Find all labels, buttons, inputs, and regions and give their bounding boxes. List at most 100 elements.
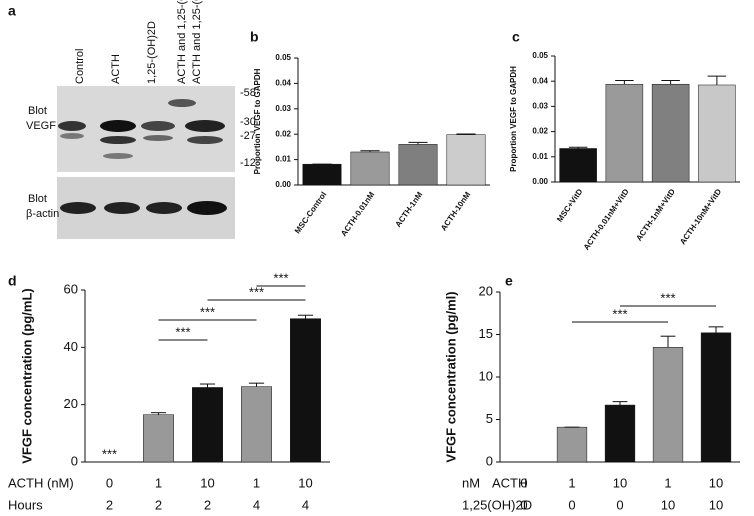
x-tick-label: 0: [520, 475, 527, 490]
bar: [398, 144, 438, 186]
x-tick-label: 10: [613, 475, 627, 490]
significance-label: ***: [660, 290, 675, 305]
y-axis-label: Proportion VEGF to GAPDH: [253, 68, 262, 174]
bar: [556, 426, 588, 463]
significance-label: ***: [102, 446, 117, 461]
y-tick-label: 0.04: [532, 76, 548, 85]
x-tick-label: 2: [204, 497, 211, 512]
y-tick-label: 0.02: [532, 127, 548, 136]
x-tick-label: MSC+VitD: [555, 187, 584, 224]
x-tick-label: 1: [568, 475, 575, 490]
bar: [302, 163, 342, 186]
blot-bands: [58, 99, 227, 215]
significance-label: ***: [612, 306, 627, 321]
y-tick-label: 5: [486, 411, 493, 426]
blot-row-label: β-actin: [26, 208, 59, 220]
bar: [605, 83, 644, 183]
x-tick-label: 0: [520, 497, 527, 512]
y-tick-label: 20: [479, 283, 493, 298]
y-tick-label: 0.05: [275, 53, 291, 62]
bar: [446, 134, 486, 186]
x-tick-label: 1: [155, 475, 162, 490]
significance-label: ***: [200, 304, 215, 319]
x-tick-label: 10: [661, 497, 675, 512]
blot-marker: -58: [240, 87, 256, 99]
blot-marker: -12: [240, 157, 256, 169]
x-tick-label: ACTH-10nM+VitD: [678, 187, 723, 246]
x-tick-label: 10: [709, 497, 723, 512]
blot-panel: a Control ACTH 1,25-(OH)2D ACTH and 1,25…: [8, 0, 256, 239]
blot-column: 1,25-(OH)2D: [146, 21, 158, 84]
panel-label: c: [512, 29, 520, 45]
significance-label: ***: [175, 324, 190, 339]
x-tick-label: 0: [106, 475, 113, 490]
y-tick-label: 0: [71, 453, 78, 468]
x-tick-label: 2: [106, 497, 113, 512]
blot-column: ACTH: [110, 54, 122, 84]
y-tick-label: 0.03: [532, 102, 548, 111]
row-label: ACTH: [492, 475, 527, 490]
bar: [651, 83, 690, 183]
blot-row-label: VEGF: [26, 120, 56, 132]
bar: [698, 84, 736, 183]
blot-marker: -30: [240, 116, 256, 128]
x-tick-label: 10: [298, 475, 312, 490]
panel-label: e: [505, 273, 513, 289]
y-tick-label: 20: [64, 396, 78, 411]
y-tick-label: 0: [486, 453, 493, 468]
panel-label: a: [8, 3, 16, 19]
y-tick-label: 0.01: [532, 152, 548, 161]
unit-label: nM: [462, 475, 480, 490]
y-axis-label: Proportion VEGF to GAPDH: [509, 66, 518, 172]
x-tick-label: 0: [568, 497, 575, 512]
blot-column: ACTH and 1,25-(OH)2D: [176, 0, 188, 84]
blot-marker: -27: [240, 130, 256, 142]
x-tick-label: 10: [200, 475, 214, 490]
bar: [604, 404, 636, 463]
blot-column: Control: [74, 49, 86, 84]
y-tick-label: 40: [64, 339, 78, 354]
x-tick-label: 4: [302, 497, 309, 512]
significance-label: ***: [273, 270, 288, 285]
row-label: 1,25(OH)2D: [462, 497, 532, 512]
x-tick-label: 2: [155, 497, 162, 512]
x-tick-label: ACTH-1nM+VitD: [634, 187, 677, 243]
x-tick-label: ACTH-1nM: [394, 190, 425, 229]
y-tick-label: 0.02: [275, 129, 291, 138]
y-axis-label: VFGF concentration (pg/ml): [443, 291, 458, 462]
y-tick-label: 0.01: [275, 155, 291, 164]
blot-row-label: Blot: [28, 105, 47, 117]
y-tick-label: 60: [64, 281, 78, 296]
y-tick-label: 0.03: [275, 104, 291, 113]
bar: [290, 318, 321, 463]
x-tick-label: MSC-Control: [293, 190, 328, 235]
bar: [241, 386, 272, 463]
blot-row-label: Blot: [28, 193, 47, 205]
bar: [700, 332, 732, 463]
bar: [652, 347, 684, 463]
y-tick-label: 10: [479, 368, 493, 383]
x-tick-label: 4: [253, 497, 260, 512]
bar: [192, 387, 223, 463]
x-tick-label: 10: [709, 475, 723, 490]
x-tick-label: 1: [664, 475, 671, 490]
x-tick-label: 0: [616, 497, 623, 512]
x-tick-label: ACTH-0.01nM: [339, 190, 376, 238]
y-tick-label: 15: [479, 326, 493, 341]
x-tick-label: 1: [253, 475, 260, 490]
panel-label: d: [8, 273, 17, 289]
x-tick-label: ACTH-10nM: [439, 190, 473, 233]
bar: [350, 151, 390, 186]
y-tick-label: 0.04: [275, 79, 291, 88]
bar: [559, 148, 597, 183]
y-axis-label: VFGF concentration (pg/mL): [19, 288, 34, 464]
blot-column: ACTH and 1,25-(OH)2D: [191, 0, 203, 84]
row-label: Hours: [8, 497, 43, 512]
y-tick-label: 0.00: [532, 177, 548, 186]
y-tick-label: 0.00: [275, 180, 291, 189]
significance-label: ***: [249, 284, 264, 299]
y-tick-label: 0.05: [532, 51, 548, 60]
panel-label: b: [250, 29, 259, 45]
row-label: ACTH (nM): [8, 475, 74, 490]
